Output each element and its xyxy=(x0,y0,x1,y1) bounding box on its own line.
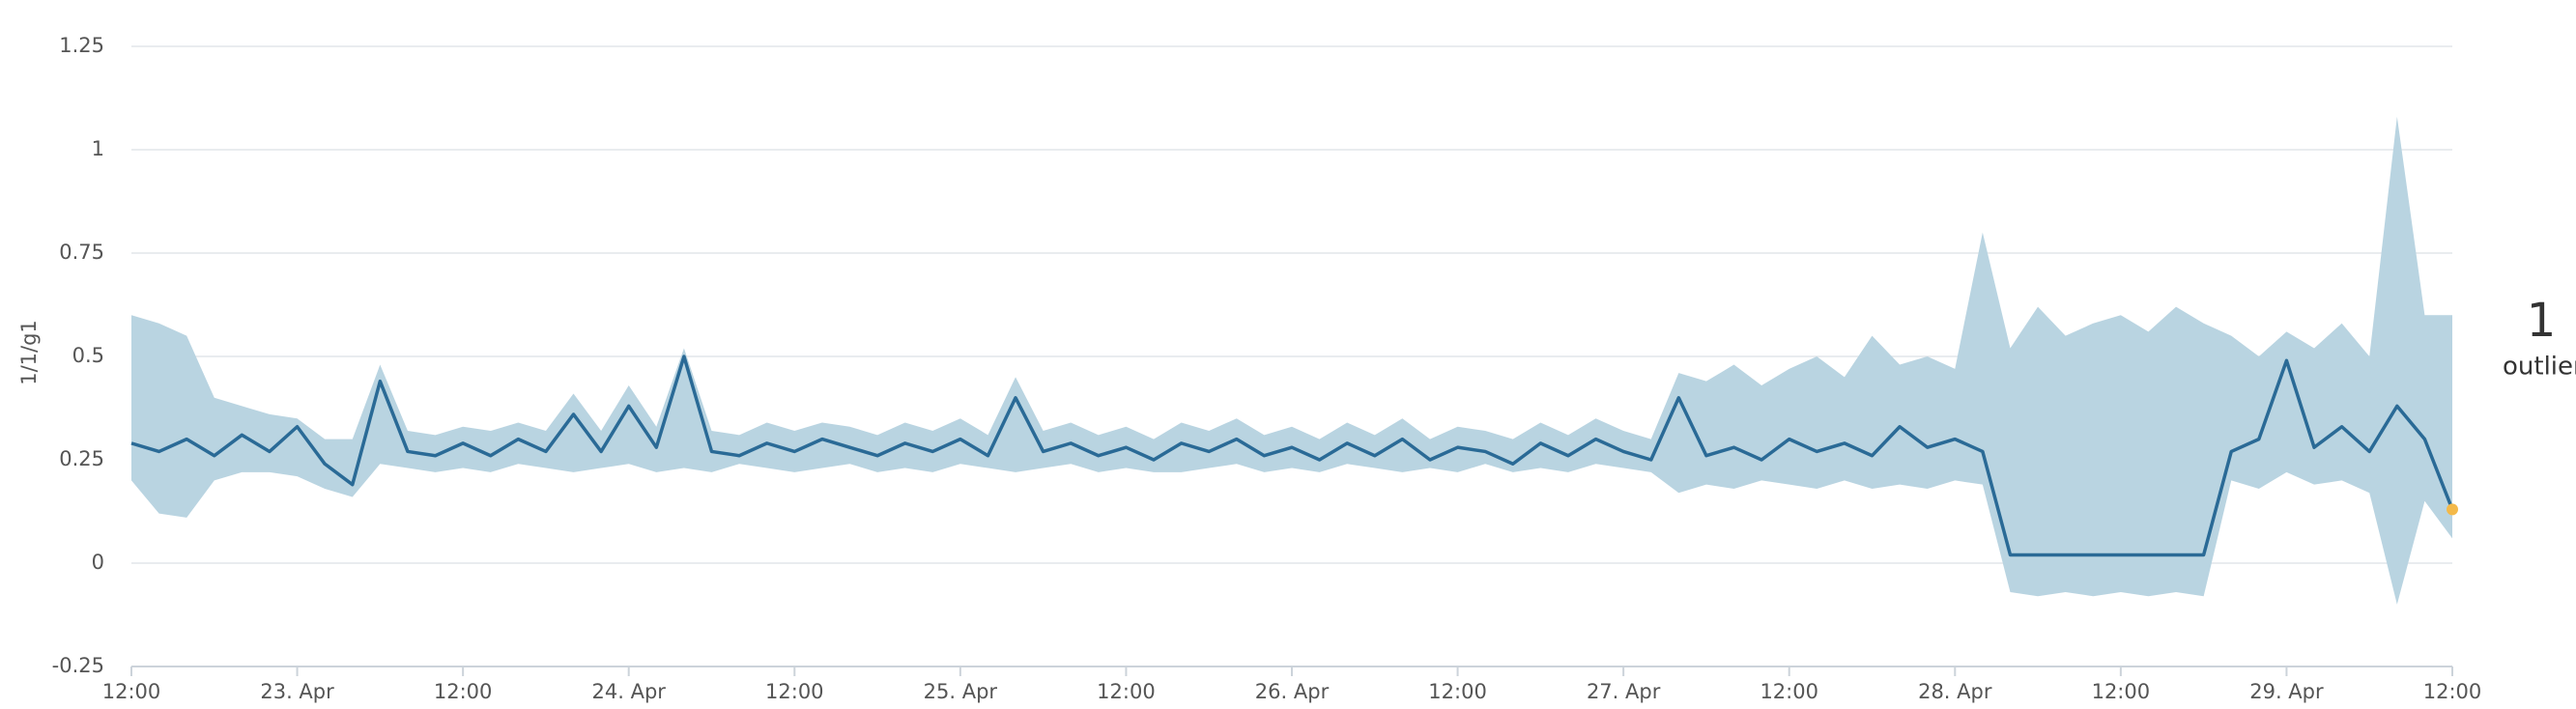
x-tick-label: 12:00 xyxy=(765,680,824,703)
outlier-label: outlier xyxy=(2503,353,2576,382)
range-band xyxy=(131,116,2452,605)
y-tick-label: 0 xyxy=(92,551,104,574)
x-tick-label: 12:00 xyxy=(1760,680,1818,703)
y-tick-label: 0.75 xyxy=(59,241,104,264)
x-tick-label: 25. Apr xyxy=(924,680,998,703)
x-tick-label: 24. Apr xyxy=(592,680,667,703)
outlier-point xyxy=(2447,503,2458,516)
x-tick-label: 12:00 xyxy=(1428,680,1487,703)
x-tick-label: 12:00 xyxy=(2423,680,2482,703)
x-tick-label: 26. Apr xyxy=(1255,680,1330,703)
x-tick-label: 28. Apr xyxy=(1918,680,1992,703)
y-tick-label: -0.25 xyxy=(52,654,104,677)
series-line xyxy=(130,354,2454,557)
x-tick-label: 12:00 xyxy=(1097,680,1156,703)
x-tick-label: 12:00 xyxy=(2092,680,2151,703)
outlier-count: 1 xyxy=(2527,294,2557,348)
x-tick-label: 12:00 xyxy=(102,680,161,703)
x-tick-label: 29. Apr xyxy=(2249,680,2324,703)
y-tick-label: 0.25 xyxy=(59,447,104,470)
y-axis-label: 1/1/g1 xyxy=(17,320,41,385)
y-tick-label: 0.5 xyxy=(72,344,104,367)
y-tick-label: 1.25 xyxy=(59,34,104,57)
x-tick-label: 23. Apr xyxy=(260,680,334,703)
y-tick-label: 1 xyxy=(92,137,104,160)
x-tick-label: 27. Apr xyxy=(1587,680,1661,703)
x-tick-label: 12:00 xyxy=(434,680,493,703)
